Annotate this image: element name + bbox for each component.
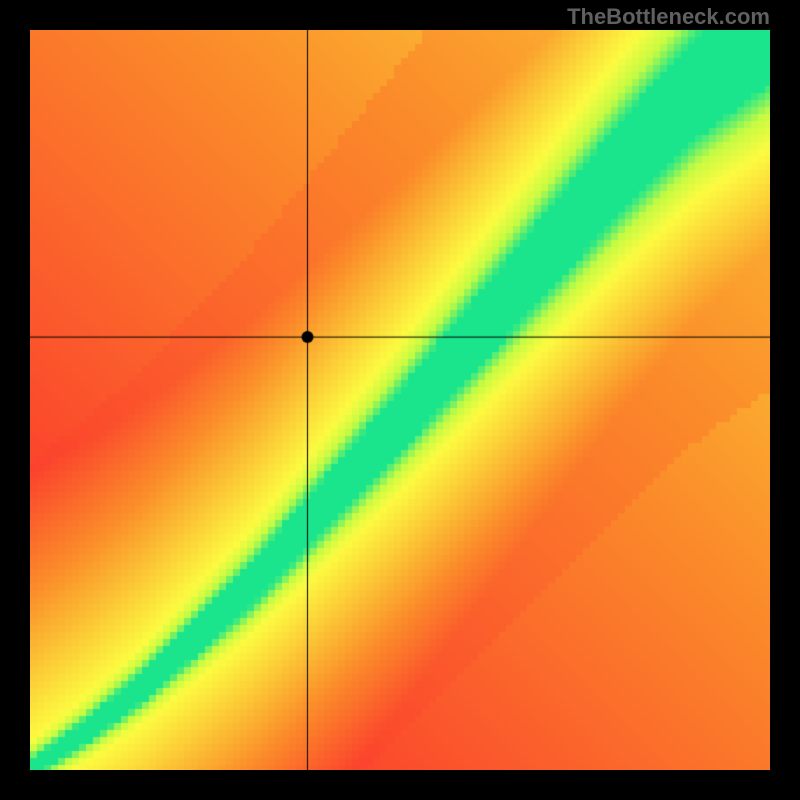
watermark-label: TheBottleneck.com [567, 4, 770, 30]
bottleneck-heatmap [30, 30, 770, 770]
chart-container: TheBottleneck.com [0, 0, 800, 800]
